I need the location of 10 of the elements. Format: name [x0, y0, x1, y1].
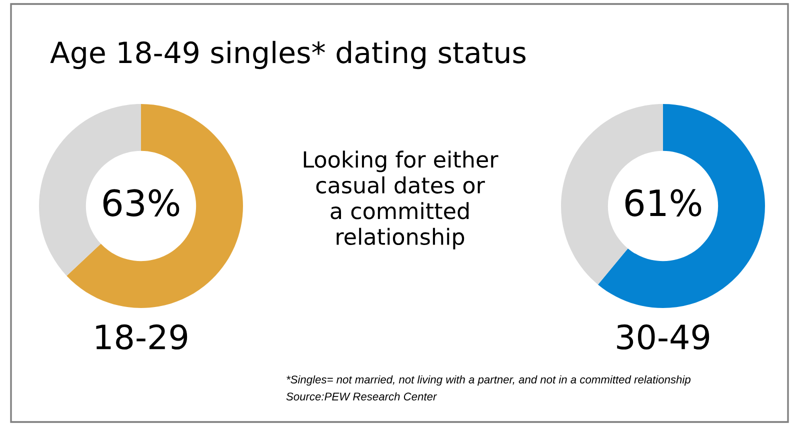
text: *Singles= not married, not living with a partner, and not in a committed relationship: [286, 375, 690, 386]
text: Looking for either casual dates or a committed relationship: [304, 150, 498, 250]
donut-slice: [66, 104, 243, 308]
chart-title: Age 18-49 singles* dating status: [50, 40, 526, 70]
text: 18-29: [96, 324, 188, 350]
text: 30-49: [617, 324, 710, 350]
source-note: Source:PEW Research Center: [286, 392, 438, 400]
donut-slice: [598, 104, 765, 308]
data-label: 61%: [625, 189, 702, 216]
data-label: 63%: [103, 189, 180, 216]
